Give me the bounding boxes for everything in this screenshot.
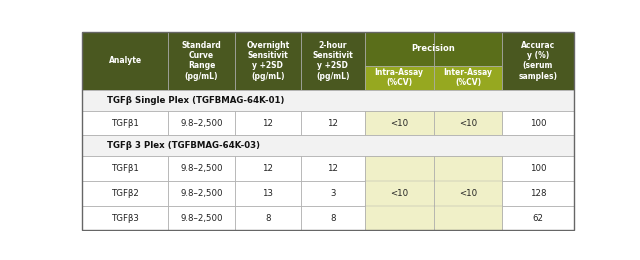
Text: <10: <10	[390, 189, 408, 198]
Text: <10: <10	[459, 189, 477, 198]
Bar	[168, 111, 235, 135]
Text: 12: 12	[328, 164, 339, 173]
Bar	[433, 32, 502, 66]
Text: Standard
Curve
Range
(pg/mL): Standard Curve Range (pg/mL)	[182, 41, 221, 81]
Text: 8: 8	[330, 213, 335, 223]
Bar	[365, 66, 433, 90]
Bar	[235, 111, 301, 135]
Text: <10: <10	[459, 119, 477, 128]
Bar	[365, 32, 433, 66]
Text: 9.8–2,500: 9.8–2,500	[180, 119, 223, 128]
Text: Intra-Assay
(%CV): Intra-Assay (%CV)	[374, 68, 424, 87]
Bar	[83, 135, 573, 157]
Bar	[433, 157, 502, 230]
Text: 3: 3	[330, 189, 335, 198]
Text: 100: 100	[530, 164, 546, 173]
Bar	[168, 206, 235, 230]
Text: Precision: Precision	[412, 44, 456, 53]
Bar	[83, 111, 168, 135]
Text: Overnight
Sensitivit
y +2SD
(pg/mL): Overnight Sensitivit y +2SD (pg/mL)	[246, 41, 289, 81]
Bar	[168, 157, 235, 181]
Text: 12: 12	[328, 119, 339, 128]
Bar	[235, 206, 301, 230]
Text: TGFβ1: TGFβ1	[111, 119, 140, 128]
Text: TGFβ2: TGFβ2	[111, 189, 140, 198]
Text: Analyte: Analyte	[109, 56, 142, 66]
Bar	[235, 157, 301, 181]
Text: 128: 128	[530, 189, 546, 198]
Text: 2-hour
Sensitivit
y +2SD
(pg/mL): 2-hour Sensitivit y +2SD (pg/mL)	[312, 41, 353, 81]
Bar	[168, 32, 235, 90]
Text: Accurac
y (%)
(serum
samples): Accurac y (%) (serum samples)	[518, 41, 557, 81]
Text: Inter-Assay
(%CV): Inter-Assay (%CV)	[444, 68, 492, 87]
Bar	[301, 181, 365, 206]
Bar	[365, 111, 433, 135]
Bar	[502, 111, 573, 135]
Text: 9.8–2,500: 9.8–2,500	[180, 213, 223, 223]
Text: TGFβ Single Plex (TGFBMAG-64K-01): TGFβ Single Plex (TGFBMAG-64K-01)	[107, 96, 284, 105]
Bar	[235, 32, 301, 90]
Text: 12: 12	[262, 164, 273, 173]
Text: TGFβ3: TGFβ3	[111, 213, 140, 223]
Text: 8: 8	[265, 213, 271, 223]
Bar	[502, 157, 573, 181]
Bar	[83, 32, 168, 90]
Bar	[168, 181, 235, 206]
Text: 13: 13	[262, 189, 273, 198]
Bar	[83, 157, 168, 181]
Bar	[502, 206, 573, 230]
Bar	[433, 66, 502, 90]
Text: TGFβ1: TGFβ1	[111, 164, 140, 173]
Bar	[301, 206, 365, 230]
Text: 62: 62	[532, 213, 543, 223]
Bar	[301, 111, 365, 135]
Bar	[301, 32, 365, 90]
Text: 12: 12	[262, 119, 273, 128]
Bar	[433, 111, 502, 135]
Bar	[235, 181, 301, 206]
Bar	[301, 157, 365, 181]
Text: <10: <10	[390, 119, 408, 128]
Bar	[83, 90, 573, 111]
Text: TGFβ 3 Plex (TGFBMAG-64K-03): TGFβ 3 Plex (TGFBMAG-64K-03)	[107, 141, 260, 151]
Bar	[83, 181, 168, 206]
Bar	[83, 206, 168, 230]
Bar	[502, 181, 573, 206]
Text: 9.8–2,500: 9.8–2,500	[180, 164, 223, 173]
Bar	[365, 157, 433, 230]
Text: 9.8–2,500: 9.8–2,500	[180, 189, 223, 198]
Bar	[502, 32, 573, 90]
Text: 100: 100	[530, 119, 546, 128]
